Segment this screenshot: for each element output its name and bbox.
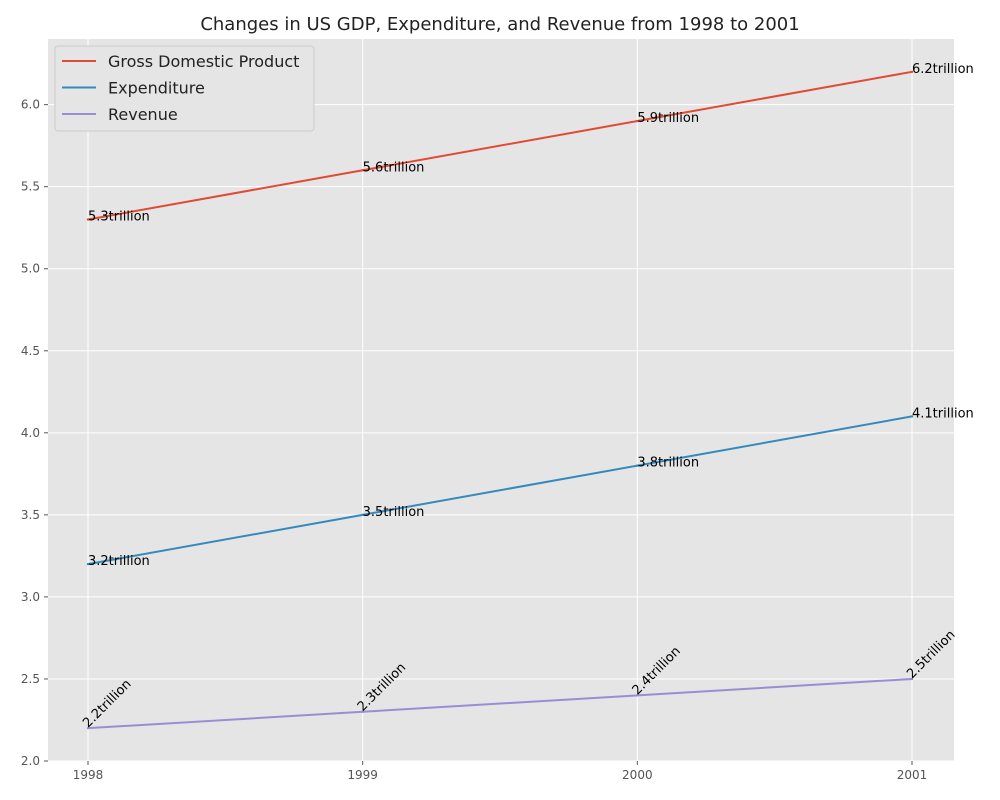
data-point bbox=[361, 513, 364, 517]
y-tick-label: 4.5 bbox=[21, 344, 40, 358]
data-point bbox=[86, 562, 90, 566]
data-point bbox=[86, 218, 90, 221]
y-tick-label: 5.0 bbox=[21, 262, 40, 276]
data-label: 5.6trillion bbox=[363, 160, 425, 175]
data-label: 3.5trillion bbox=[363, 505, 425, 520]
x-tick-label: 1998 bbox=[73, 768, 104, 782]
legend-label: Expenditure bbox=[108, 79, 205, 98]
data-point bbox=[361, 169, 364, 172]
legend-label: Gross Domestic Product bbox=[108, 52, 299, 71]
legend: Gross Domestic Product Expenditure Revenue bbox=[54, 45, 315, 132]
grid bbox=[48, 39, 954, 762]
y-axis: 2.0 2.5 3.0 3.5 4.0 4.5 5.0 5.5 6.0 bbox=[21, 98, 48, 768]
data-point bbox=[636, 119, 639, 123]
y-tick-label: 2.0 bbox=[21, 754, 40, 768]
y-tick-label: 5.5 bbox=[21, 180, 40, 194]
chart-title: Changes in US GDP, Expenditure, and Reve… bbox=[200, 14, 799, 35]
y-tick-label: 3.5 bbox=[21, 508, 40, 522]
data-point bbox=[636, 464, 639, 467]
data-label: 3.8trillion bbox=[637, 456, 699, 471]
x-tick-label: 1999 bbox=[347, 768, 378, 782]
data-point bbox=[361, 710, 364, 713]
series-lines bbox=[86, 70, 914, 730]
y-tick-label: 4.0 bbox=[21, 426, 40, 440]
data-label: 4.1trillion bbox=[912, 406, 974, 421]
y-tick-label: 6.0 bbox=[21, 98, 40, 112]
legend-label: Revenue bbox=[108, 105, 178, 124]
y-tick-label: 2.5 bbox=[21, 672, 40, 686]
series-line-gross-domestic-product bbox=[87, 70, 913, 221]
data-label: 5.3trillion bbox=[88, 210, 150, 225]
legend-box bbox=[54, 45, 315, 132]
plot-area bbox=[48, 39, 954, 761]
data-point bbox=[636, 694, 639, 697]
data-label: 5.9trillion bbox=[637, 111, 699, 126]
x-axis: 1998 1999 2000 2001 bbox=[73, 761, 928, 782]
series-line-expenditure bbox=[87, 415, 913, 566]
data-point bbox=[86, 726, 90, 730]
series-line-revenue bbox=[87, 677, 913, 730]
y-tick-label: 3.0 bbox=[21, 590, 40, 604]
data-point bbox=[910, 677, 914, 681]
data-label: 6.2trillion bbox=[912, 62, 974, 77]
x-tick-label: 2000 bbox=[622, 768, 653, 782]
data-point bbox=[910, 415, 914, 418]
data-label: 3.2trillion bbox=[88, 554, 150, 569]
data-point bbox=[910, 70, 914, 74]
x-tick-label: 2001 bbox=[897, 768, 928, 782]
